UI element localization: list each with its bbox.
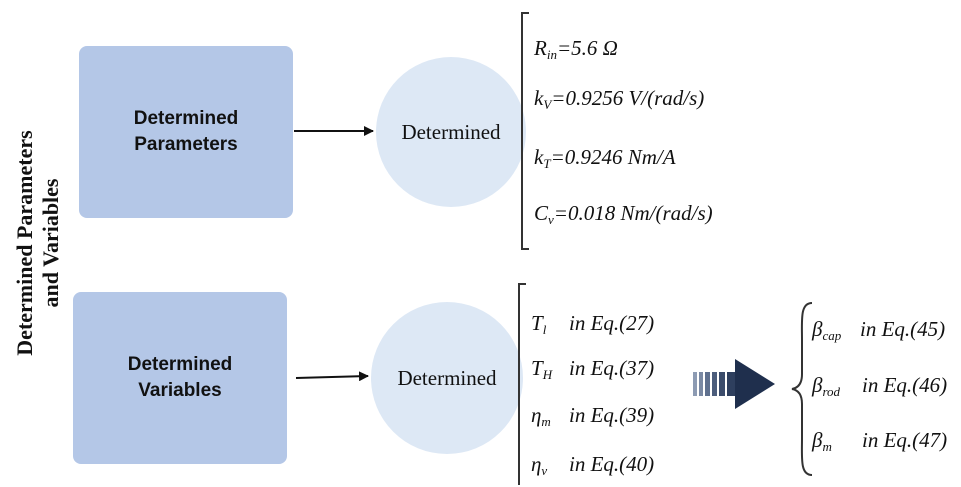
- param-box-line-2: Parameters: [134, 134, 238, 155]
- param-cv: Cv=0.018 Nm/(rad/s): [534, 201, 713, 227]
- var-eta-m: ηm in Eq.(39): [531, 403, 655, 429]
- parameters-circle: Determined: [376, 57, 526, 207]
- variables-bracket: [518, 283, 526, 485]
- var-tl: Tl in Eq.(27): [531, 311, 655, 337]
- betas-curly-brace: [791, 302, 813, 476]
- param-box-line-1: Determined: [133, 108, 239, 129]
- var-th: TH in Eq.(37): [531, 356, 655, 382]
- parameters-circle-label: Determined: [401, 119, 501, 144]
- variables-circle-label: Determined: [397, 365, 497, 390]
- var-box-line-1: Determined: [127, 354, 233, 375]
- variables-circle: Determined: [371, 302, 523, 454]
- param-kt: kT=0.9246 Nm/A: [534, 145, 676, 171]
- var-box-line-2: Variables: [138, 380, 222, 401]
- variables-arrow: [295, 371, 369, 382]
- beta-rod: βrod in Eq.(46): [812, 373, 948, 399]
- parameters-bracket: [521, 12, 529, 250]
- block-arrow-icon: [693, 359, 775, 409]
- determined-parameters-box: Determined Parameters: [79, 46, 293, 218]
- determined-variables-box: Determined Variables: [73, 292, 287, 464]
- param-rin: Rin=5.6 Ω: [534, 36, 618, 62]
- param-kv: kV=0.9256 V/(rad/s): [534, 86, 705, 112]
- var-eta-v: ηv in Eq.(40): [531, 452, 655, 478]
- beta-cap: βcap in Eq.(45): [812, 317, 946, 343]
- beta-m: βm in Eq.(47): [812, 428, 948, 454]
